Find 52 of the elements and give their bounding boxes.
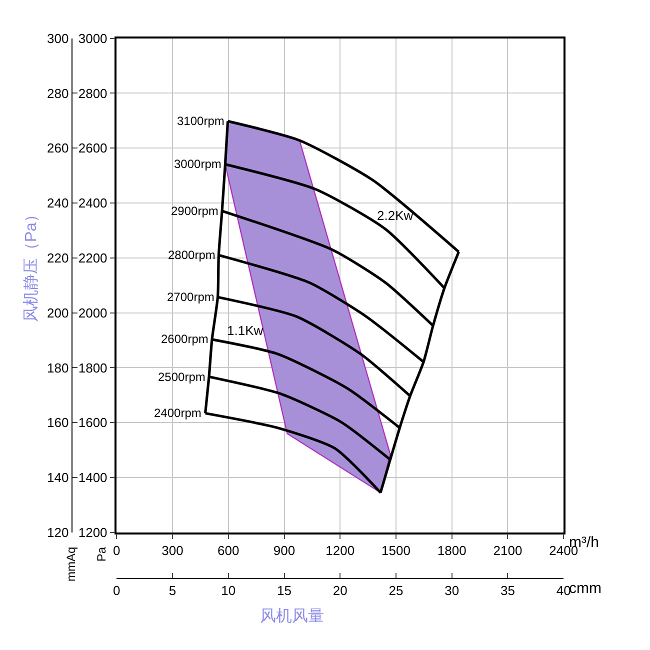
y2-tick-label: 240	[47, 196, 69, 211]
x-tick-label: 1200	[326, 542, 355, 558]
y2-tick-label: 140	[47, 470, 69, 486]
y-tick-label: 2000	[78, 305, 108, 320]
x2-tick-label: 40	[556, 582, 571, 598]
y2-tick-label: 120	[47, 524, 69, 540]
x2-axis-title: cmm	[569, 580, 602, 597]
y2-tick-label: 300	[47, 30, 69, 46]
y-axis-title: Pa	[94, 546, 108, 562]
series-label: 3100rpm	[177, 114, 224, 128]
x2-tick-label: 30	[444, 582, 460, 598]
y-tick-label: 1400	[78, 470, 108, 486]
x2-tick-label: 15	[277, 582, 292, 598]
x-tick-label: 900	[273, 542, 296, 558]
x2-tick-label: 10	[221, 582, 236, 598]
y-tick-label: 1600	[78, 415, 108, 430]
y2-tick-label: 280	[47, 86, 69, 101]
y2-axis-title: mmAq	[64, 546, 78, 582]
x2-tick-label: 0	[113, 582, 120, 598]
x-tick-label: 1800	[437, 542, 466, 558]
x2-tick-label: 35	[500, 582, 515, 598]
y-tick-label: 2600	[78, 140, 108, 156]
x-tick-label: 2100	[493, 542, 522, 558]
y-tick-label: 2200	[78, 250, 108, 266]
y2-tick-label: 160	[47, 415, 69, 430]
x2-tick-label: 5	[168, 582, 176, 598]
annotation: 2.2Kw	[377, 208, 414, 223]
text: 风机风量	[260, 607, 324, 625]
series-label: 2500rpm	[158, 370, 206, 384]
series-label: 2600rpm	[161, 332, 208, 346]
annotation: 1.1Kw	[227, 323, 264, 338]
y2-tick-label: 200	[47, 305, 69, 320]
x-tick-label: 300	[162, 542, 184, 558]
x-tick-label: 1500	[382, 542, 410, 558]
series-label: 2400rpm	[154, 406, 202, 420]
series-label: 3000rpm	[174, 157, 222, 171]
y2-tick-label: 260	[47, 140, 69, 156]
y-tick-label: 2400	[78, 196, 108, 211]
series-label: 2700rpm	[167, 290, 214, 304]
y2-tick-label: 180	[47, 360, 69, 376]
x-tick-label: 0	[113, 542, 120, 558]
y-tick-label: 3000	[78, 30, 108, 46]
x-tick-label: 600	[218, 542, 240, 558]
y2-tick-label: 220	[47, 250, 69, 266]
y-tick-label: 1200	[78, 524, 108, 540]
text: 风机静压（Pa）	[22, 206, 40, 322]
y-tick-label: 2800	[78, 86, 108, 101]
series-label: 2900rpm	[171, 204, 218, 218]
x2-tick-label: 25	[388, 582, 404, 598]
y-tick-label: 1800	[78, 360, 108, 376]
x2-tick-label: 20	[332, 582, 348, 598]
series-label: 2800rpm	[168, 248, 216, 262]
